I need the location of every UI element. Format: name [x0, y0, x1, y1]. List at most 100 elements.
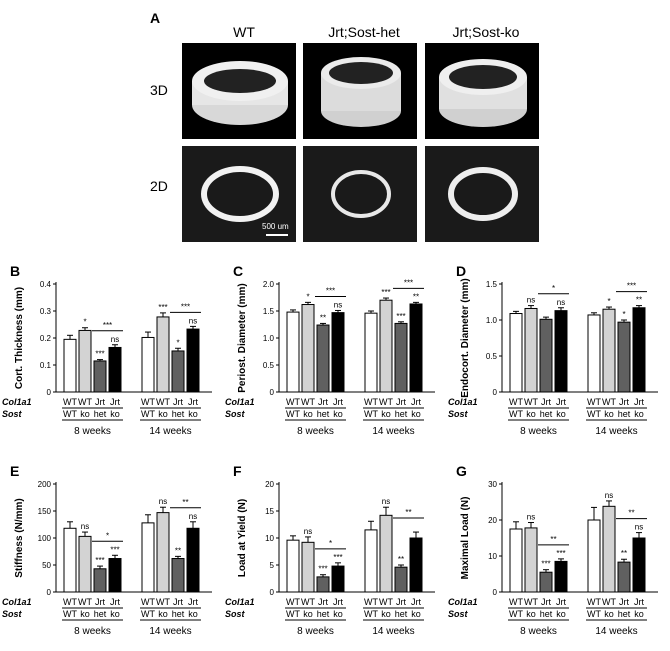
x-label-sost: ko	[556, 609, 566, 619]
x-label-col1a1: WT	[364, 597, 378, 607]
x-label-sost: ko	[333, 409, 343, 419]
group-label: 8 weeks	[74, 426, 111, 437]
x-label-col1a1: WT	[379, 397, 393, 407]
x-label-col1a1: Jrt	[173, 397, 183, 407]
scale-bar-label: 500 um	[262, 222, 289, 231]
bar	[93, 568, 107, 593]
x-label-col1a1: WT	[63, 597, 77, 607]
y-tick-label: 1.0	[263, 334, 275, 343]
x-label-col1a1: WT	[286, 597, 300, 607]
group-label: 14 weeks	[372, 626, 414, 637]
x-label-col1a1: WT	[141, 397, 155, 407]
row-label-sost: Sost	[2, 409, 23, 419]
significance-label: ***	[381, 288, 390, 297]
x-label-col1a1: WT	[78, 597, 92, 607]
x-label-sost: het	[540, 609, 553, 619]
x-label-col1a1: Jrt	[411, 597, 421, 607]
group-label: 14 weeks	[595, 626, 637, 637]
significance-label: **	[320, 313, 326, 322]
x-label-sost: ko	[634, 609, 644, 619]
bar	[141, 522, 155, 593]
bone-2d-het	[303, 146, 417, 242]
x-label-col1a1: WT	[587, 397, 601, 407]
row-label-col1a1: Col1a1	[448, 397, 478, 407]
significance-label: ***	[333, 553, 342, 562]
significance-label: ns	[527, 513, 535, 522]
x-label-sost: ko	[158, 609, 168, 619]
bar	[316, 324, 330, 393]
bracket-label: *	[329, 539, 332, 548]
x-label-col1a1: WT	[78, 397, 92, 407]
x-label-sost: ko	[303, 609, 313, 619]
y-axis-label: Endocort. Diameter (mm)	[460, 278, 471, 397]
bar	[602, 505, 616, 593]
x-label-sost: ko	[110, 409, 120, 419]
significance-label: ns	[557, 298, 565, 307]
bracket-label: ***	[627, 282, 636, 291]
x-label-col1a1: WT	[602, 597, 616, 607]
x-label-sost: het	[540, 409, 553, 419]
column-header-wt: WT	[233, 24, 255, 40]
x-label-col1a1: WT	[301, 597, 315, 607]
significance-label: ***	[95, 556, 104, 565]
y-axis-label: Maximal Load (N)	[460, 497, 471, 580]
significance-label: **	[621, 549, 627, 558]
row-label-col1a1: Col1a1	[2, 597, 32, 607]
y-tick-label: 0	[493, 388, 498, 397]
significance-label: ns	[382, 497, 390, 506]
group-label: 8 weeks	[297, 426, 334, 437]
bar	[554, 310, 568, 393]
significance-label: ns	[189, 512, 197, 521]
x-label-sost: het	[317, 409, 330, 419]
panel-letter: B	[10, 263, 20, 279]
bar	[524, 527, 538, 593]
significance-label: *	[306, 292, 309, 301]
x-label-sost: ko	[188, 409, 198, 419]
bar	[78, 535, 92, 593]
row-label-sost: Sost	[225, 609, 246, 619]
group-label: 14 weeks	[595, 426, 637, 437]
row-label-col1a1: Col1a1	[225, 597, 255, 607]
y-tick-label: 0	[47, 588, 52, 597]
x-label-col1a1: WT	[286, 397, 300, 407]
x-label-col1a1: WT	[301, 397, 315, 407]
y-tick-label: 1.0	[486, 316, 498, 325]
x-label-col1a1: WT	[156, 397, 170, 407]
y-tick-label: 30	[488, 480, 497, 489]
x-label-sost: WT	[286, 609, 300, 619]
x-label-sost: WT	[286, 409, 300, 419]
x-label-col1a1: WT	[63, 397, 77, 407]
significance-label: **	[636, 296, 642, 305]
x-label-sost: het	[618, 409, 631, 419]
significance-label: *	[176, 338, 179, 347]
significance-label: **	[413, 292, 419, 301]
y-tick-label: 0.2	[40, 334, 52, 343]
x-label-col1a1: Jrt	[634, 397, 644, 407]
y-tick-label: 2.0	[263, 280, 275, 289]
y-tick-label: 150	[38, 507, 52, 516]
column-header-het: Jrt;Sost-het	[328, 24, 400, 40]
y-tick-label: 0.1	[40, 361, 52, 370]
panel-letter: F	[233, 463, 242, 479]
x-label-col1a1: Jrt	[318, 397, 328, 407]
group-label: 8 weeks	[520, 426, 557, 437]
x-label-sost: WT	[364, 409, 378, 419]
x-label-col1a1: WT	[379, 597, 393, 607]
x-label-col1a1: Jrt	[318, 597, 328, 607]
row-label-col1a1: Col1a1	[448, 597, 478, 607]
x-label-col1a1: Jrt	[634, 597, 644, 607]
bar	[286, 539, 300, 593]
y-tick-label: 0	[270, 588, 275, 597]
x-label-col1a1: Jrt	[556, 397, 566, 407]
bar	[63, 338, 77, 393]
x-label-sost: het	[618, 609, 631, 619]
x-label-col1a1: Jrt	[396, 597, 406, 607]
group-label: 8 weeks	[74, 626, 111, 637]
bone-2d-het-image	[331, 170, 391, 218]
x-label-sost: het	[395, 609, 408, 619]
y-tick-label: 0	[493, 588, 498, 597]
